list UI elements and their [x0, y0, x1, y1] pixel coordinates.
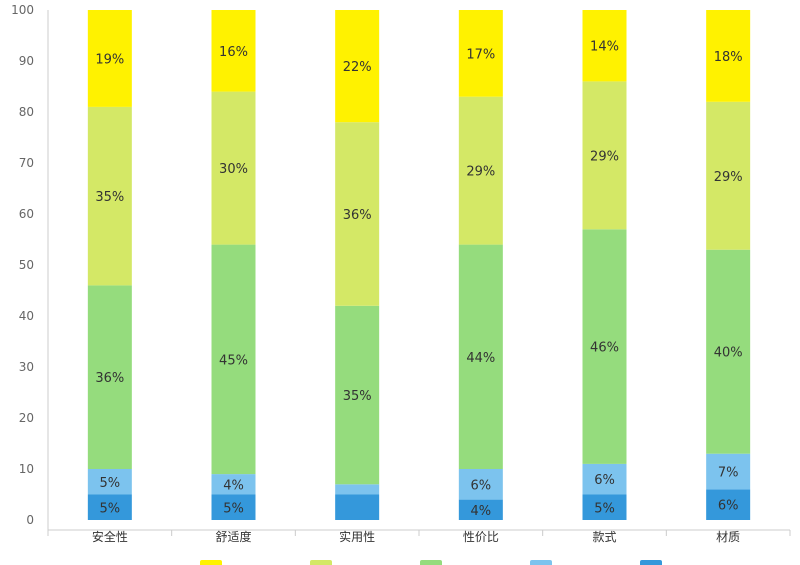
bar-segment[interactable]: [458, 244, 503, 469]
data-label: 29%: [590, 149, 619, 164]
bar-segment[interactable]: [87, 285, 132, 469]
data-label: 6%: [471, 478, 492, 493]
bar-segment[interactable]: [706, 453, 751, 490]
bar-segment[interactable]: [458, 499, 503, 520]
legend-swatch[interactable]: [200, 560, 222, 565]
data-label: 40%: [714, 346, 743, 361]
y-tick-label: 50: [19, 258, 34, 272]
bar-segment[interactable]: [706, 489, 751, 520]
bar-segment[interactable]: [335, 484, 380, 495]
bar-segment[interactable]: [211, 10, 256, 92]
data-label: 29%: [466, 165, 495, 180]
bar-segment[interactable]: [458, 10, 503, 97]
bar-segment[interactable]: [211, 244, 256, 475]
legend-swatch[interactable]: [310, 560, 332, 565]
y-tick-label: 30: [19, 360, 34, 374]
data-label: 22%: [343, 60, 372, 75]
data-label: 6%: [594, 473, 615, 488]
data-label: 4%: [223, 478, 244, 493]
y-axis: 0 10 20 30 40 50 60 70 80 90 100: [11, 3, 49, 530]
data-label: 5%: [100, 501, 121, 516]
bar-segment[interactable]: [582, 10, 627, 82]
data-label: 18%: [714, 50, 743, 65]
data-label: 36%: [343, 208, 372, 223]
y-tick-label: 80: [19, 105, 34, 119]
data-label: 19%: [95, 52, 124, 67]
data-label: 4%: [471, 504, 492, 519]
legend-swatch[interactable]: [420, 560, 442, 565]
x-tick-label: 舒适度: [215, 529, 251, 544]
data-label: 35%: [343, 389, 372, 404]
bar-segment[interactable]: [706, 249, 751, 454]
bar-segment[interactable]: [211, 494, 256, 521]
data-label: 7%: [718, 466, 739, 481]
data-label: 14%: [590, 40, 619, 55]
bar-segment[interactable]: [335, 122, 380, 306]
bar-segment[interactable]: [87, 106, 132, 286]
y-tick-label: 40: [19, 309, 34, 323]
data-label: 5%: [223, 501, 244, 516]
data-label: 17%: [466, 47, 495, 62]
legend-swatch[interactable]: [640, 560, 662, 565]
data-label: 44%: [466, 351, 495, 366]
y-tick-label: 90: [19, 54, 34, 68]
bar-segment[interactable]: [582, 81, 627, 230]
data-label: 6%: [718, 499, 739, 514]
bar-segment[interactable]: [87, 469, 132, 495]
bar-segment[interactable]: [87, 494, 132, 521]
x-tick-label: 实用性: [339, 529, 375, 544]
data-label: 5%: [594, 501, 615, 516]
data-label: 45%: [219, 353, 248, 368]
y-tick-label: 100: [11, 3, 34, 17]
legend[interactable]: [200, 560, 662, 565]
y-tick-label: 60: [19, 207, 34, 221]
bar-segment[interactable]: [458, 96, 503, 245]
bar-segment[interactable]: [87, 10, 132, 107]
data-label: 5%: [100, 476, 121, 491]
bar-segment[interactable]: [706, 10, 751, 102]
y-tick-label: 70: [19, 156, 34, 170]
y-tick-label: 0: [26, 513, 34, 527]
x-tick-label: 安全性: [92, 529, 128, 544]
x-tick-label: 款式: [592, 530, 616, 544]
bar-segment[interactable]: [335, 305, 380, 485]
bar-segment[interactable]: [211, 91, 256, 245]
data-label: 36%: [95, 371, 124, 386]
y-tick-label: 20: [19, 411, 34, 425]
bar-segment[interactable]: [582, 229, 627, 464]
data-labels: 5% 5% 36% 35% 19% 5% 4% 45% 30% 16% 35% 36% 22% 4% 6% 4…: [95, 40, 742, 519]
x-tick-label: 材质: [716, 530, 740, 544]
data-label: 16%: [219, 45, 248, 60]
data-label: 30%: [219, 162, 248, 177]
bar-segment[interactable]: [335, 10, 380, 123]
data-label: 29%: [714, 170, 743, 185]
bar-segment[interactable]: [582, 494, 627, 521]
bar-segment[interactable]: [335, 494, 380, 521]
x-tick-label: 性价比: [463, 530, 499, 544]
bar-segment[interactable]: [706, 101, 751, 250]
x-axis: 安全性 舒适度 实用性 性价比 款式 材质: [47, 529, 791, 544]
bar-segment[interactable]: [458, 469, 503, 500]
data-label: 35%: [95, 190, 124, 205]
bar-segment[interactable]: [582, 463, 627, 495]
bar-segment[interactable]: [211, 474, 256, 495]
y-tick-label: 10: [19, 462, 34, 476]
bars: [87, 10, 751, 521]
data-label: 46%: [590, 341, 619, 356]
legend-swatch[interactable]: [530, 560, 552, 565]
